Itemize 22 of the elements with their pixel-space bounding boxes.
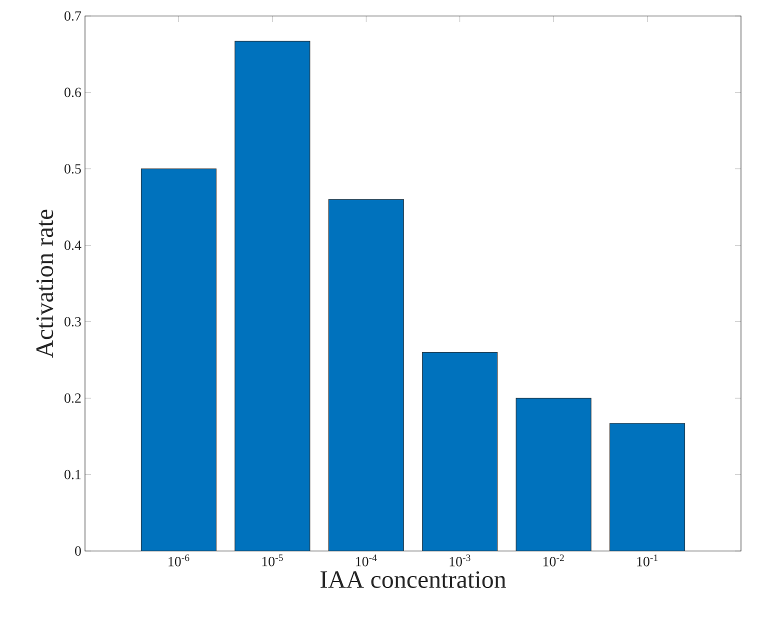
bar [609,423,686,551]
bar [516,398,592,551]
x-tick-label: 10$^{-3}$ [450,554,470,566]
x-tick-label: 10$^{-6}$ [168,554,190,566]
y-tick-label: 0.4 [64,240,82,250]
bar [422,352,498,551]
x-tick-label: 10$^{-2}$ [543,554,564,566]
y-tick-label: 0.3 [64,316,81,326]
x-tick-label: 10$^{-4}$ [356,554,377,566]
bar [234,41,310,551]
x-axis-title: IAA concentration [320,571,506,588]
y-tick-label: 0.2 [64,393,81,403]
bar [328,199,404,551]
y-tick-label: 0.5 [64,164,81,174]
y-tick-label: 0.6 [64,88,82,98]
y-tick-label: 0.1 [64,470,81,480]
x-tick-label: 10$^{-1}$ [637,554,658,566]
y-axis-title: Activation rate [36,210,54,358]
x-tick-label: 10$^{-5}$ [262,554,283,566]
bar [141,168,216,551]
y-tick-label: 0.7 [64,11,82,21]
y-tick-label: 0 [75,546,81,556]
